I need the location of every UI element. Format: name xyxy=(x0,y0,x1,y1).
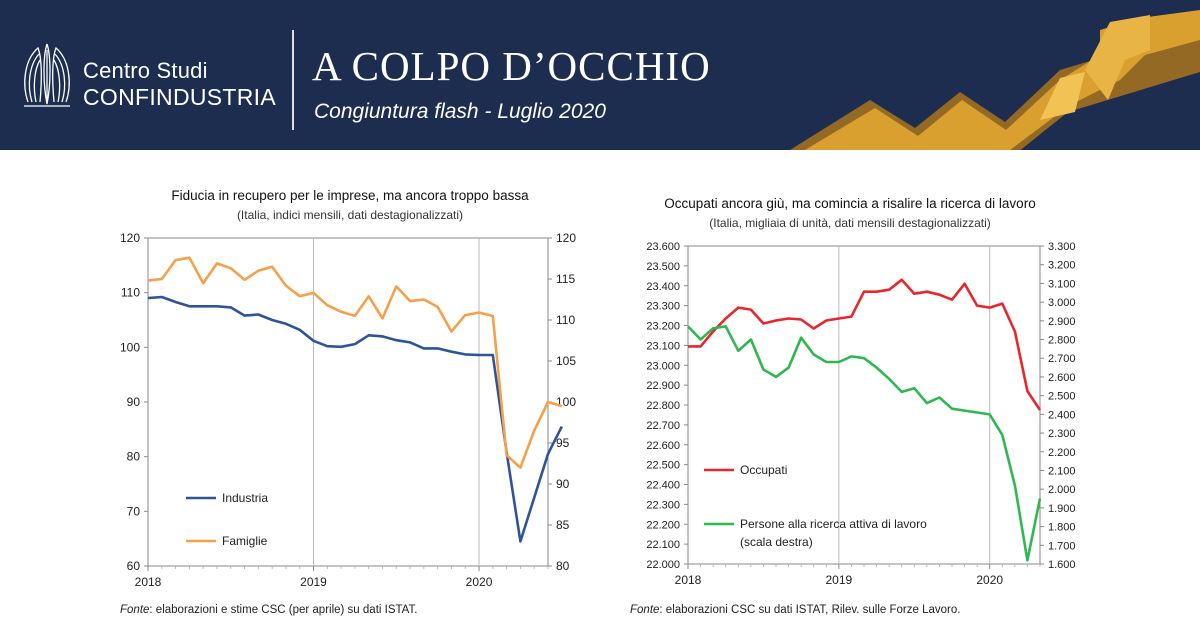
chart1-source-text: : elaborazioni e stime CSC (per aprile) … xyxy=(149,604,418,616)
chart2-y-right-tick-label: 3.300 xyxy=(1048,241,1076,253)
chart2-y-left-tick-label: 23.400 xyxy=(646,281,680,293)
header-banner: Centro Studi CONFINDUSTRIA A COLPO D’OCC… xyxy=(0,0,1200,150)
chart1-y-right-tick-label: 90 xyxy=(556,477,570,491)
chart2-x-tick-label: 2019 xyxy=(826,573,853,587)
chart2-plot: 2018 2019 2020 22.000 22.100 22.200 22.300 22.4… xyxy=(646,241,1076,587)
chart1-series-line-1 xyxy=(147,295,563,543)
brand-name-line1: Centro Studi xyxy=(83,58,208,83)
chart2-source-label: Fonte xyxy=(630,604,660,616)
chart1-y-right-tick-label: 115 xyxy=(556,272,575,286)
chart2-legend-label-2: Persone alla ricerca attiva di lavoro xyxy=(740,517,927,531)
chart1-y-right-tick-label: 105 xyxy=(556,354,576,368)
chart1-source: Fonte: elaborazioni e stime CSC (per apr… xyxy=(120,604,417,616)
chart2-y-right-tick-label: 2.600 xyxy=(1048,372,1076,384)
confindustria-logo-icon xyxy=(24,43,70,107)
chart1-x-tick-label: 2020 xyxy=(466,575,493,589)
chart1-y-right-tick-label: 110 xyxy=(556,313,575,327)
chart2-x-tick-label: 2020 xyxy=(976,573,1003,587)
chart2-source-text: : elaborazioni CSC su dati ISTAT, Rilev.… xyxy=(659,604,961,616)
chart1-y-left-tick-label: 90 xyxy=(127,395,141,409)
chart1-y-left-tick-label: 120 xyxy=(120,231,140,245)
chart1-y-left-tick-label: 110 xyxy=(121,286,140,300)
chart1-subtitle: (Italia, indici mensili, dati destagiona… xyxy=(236,208,464,222)
chart2-y-left-tick-label: 23.000 xyxy=(646,360,680,372)
chart2-y-right-tick-label: 3.200 xyxy=(1048,260,1076,272)
chart2-y-left-tick-label: 23.600 xyxy=(646,241,680,253)
chart2-y-left-tick-label: 22.700 xyxy=(646,420,680,432)
chart2-y-left-tick-label: 22.100 xyxy=(646,539,680,551)
chart1-y-left-tick-label: 80 xyxy=(127,450,141,464)
chart1-source-label: Fonte xyxy=(120,604,150,616)
chart2-y-right-tick-label: 1.900 xyxy=(1048,503,1076,515)
chart2-y-right-tick-label: 1.800 xyxy=(1048,522,1076,534)
chart1-y-right-tick-label: 80 xyxy=(556,559,570,573)
chart2-y-left-tick-label: 22.300 xyxy=(646,499,680,511)
chart2-y-left-tick-label: 22.600 xyxy=(646,440,680,452)
chart2-y-right-tick-label: 3.100 xyxy=(1048,278,1076,290)
chart2-y-left-tick-label: 22.000 xyxy=(646,559,680,571)
chart1-legend-label-1: Industria xyxy=(222,491,268,505)
chart2-y-left-tick-label: 22.400 xyxy=(646,480,680,492)
chart2-x-tick-label: 2018 xyxy=(675,573,702,587)
chart1-x-tick-label: 2018 xyxy=(135,575,162,589)
chart1-y-right-tick-label: 120 xyxy=(556,231,576,245)
chart2-source: Fonte: elaborazioni CSC su dati ISTAT, R… xyxy=(630,604,960,616)
chart1-x-tick-label: 2019 xyxy=(300,575,327,589)
chart2-y-right-tick-label: 1.600 xyxy=(1048,559,1076,571)
page-title: A COLPO D’OCCHIO xyxy=(312,43,711,89)
chart1-y-right-tick-label: 85 xyxy=(556,518,570,532)
chart2-subtitle: (Italia, migliaia di unità, dati mensili… xyxy=(709,216,991,230)
chart2-y-right-tick-label: 3.000 xyxy=(1048,297,1076,309)
chart1-legend-label-2: Famiglie xyxy=(222,534,268,548)
chart2-y-right-tick-label: 2.700 xyxy=(1048,353,1076,365)
chart1-y-left-tick-label: 60 xyxy=(127,559,141,573)
chart1-series-line-2 xyxy=(147,256,563,469)
chart1-y-right-tick-label: 100 xyxy=(556,395,576,409)
chart2-series-line-1 xyxy=(688,278,1042,411)
gold-ribbon-graphic xyxy=(790,10,1200,150)
chart1-title: Fiducia in recupero per le imprese, ma a… xyxy=(171,188,529,203)
chart2-legend-label-1: Occupati xyxy=(740,463,787,477)
chart2-y-right-tick-label: 2.200 xyxy=(1048,447,1076,459)
chart2-y-right-tick-label: 2.800 xyxy=(1048,335,1076,347)
chart2-y-right-tick-label: 2.500 xyxy=(1048,391,1076,403)
chart1-y-left-tick-label: 100 xyxy=(120,340,140,354)
chart2-series-line-2 xyxy=(687,325,1042,562)
header-divider xyxy=(292,30,294,130)
chart1-plot: 2018 2019 2020 60 70 80 90 100 110 120 80 85 90 95 100… xyxy=(120,231,576,589)
chart2-y-right-tick-label: 2.900 xyxy=(1048,316,1076,328)
chart2-y-left-tick-label: 23.200 xyxy=(646,321,680,333)
chart2-y-right-tick-label: 2.400 xyxy=(1048,409,1076,421)
brand-name-line2: CONFINDUSTRIA xyxy=(83,84,277,110)
chart2-y-left-tick-label: 22.200 xyxy=(646,519,680,531)
chart2-y-left-tick-label: 23.300 xyxy=(646,301,680,313)
chart2-y-right-tick-label: 1.700 xyxy=(1048,540,1076,552)
chart2-y-right-tick-label: 2.100 xyxy=(1048,465,1076,477)
chart2-y-left-tick-label: 22.500 xyxy=(646,460,680,472)
chart2-y-right-tick-label: 2.000 xyxy=(1048,484,1076,496)
chart2-y-left-tick-label: 23.500 xyxy=(646,261,680,273)
chart2-y-left-tick-label: 22.800 xyxy=(646,400,680,412)
chart2-legend-label-2: (scala destra) xyxy=(740,535,813,549)
chart2-y-left-tick-label: 22.900 xyxy=(646,380,680,392)
chart1-y-left-tick-label: 70 xyxy=(127,504,141,518)
chart1-frame xyxy=(147,237,549,567)
chart1-y-right-tick-label: 95 xyxy=(556,436,570,450)
chart2-y-left-tick-label: 23.100 xyxy=(646,340,680,352)
chart2-title: Occupati ancora giù, ma comincia a risal… xyxy=(664,196,1036,211)
page-subtitle: Congiuntura flash - Luglio 2020 xyxy=(314,100,606,123)
chart2-y-right-tick-label: 2.300 xyxy=(1048,428,1076,440)
